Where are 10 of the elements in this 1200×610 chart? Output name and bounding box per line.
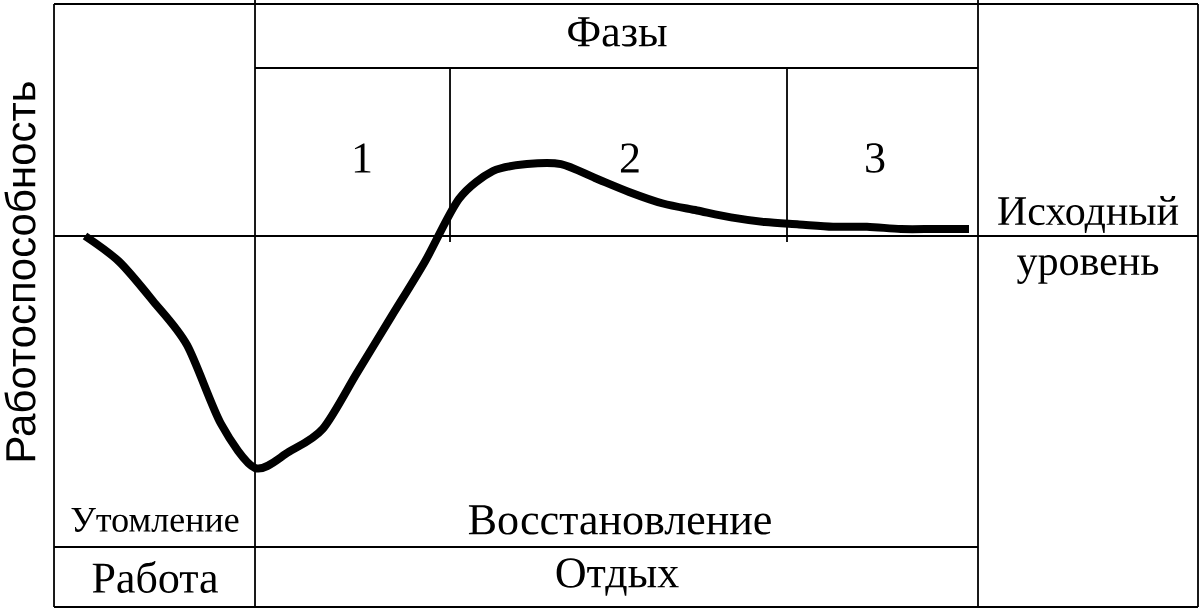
text: Фазы	[568, 17, 667, 47]
annotation: 2	[620, 143, 639, 173]
ref-line-label: Исходный уровень	[998, 196, 1179, 284]
text: Восстановление	[468, 505, 771, 535]
annotation: 1	[354, 143, 371, 173]
annotation: 3	[866, 143, 885, 173]
text: Работа	[92, 561, 218, 593]
y-axis-title: Работоспособность	[4, 82, 36, 461]
text: Отдых	[556, 558, 679, 596]
text: Утомление	[71, 508, 239, 532]
